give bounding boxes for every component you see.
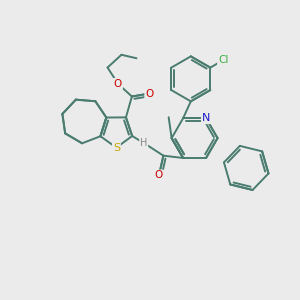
Text: S: S (113, 142, 120, 153)
Text: O: O (114, 79, 122, 89)
Text: O: O (145, 88, 153, 98)
Text: N: N (202, 113, 210, 123)
Text: H: H (140, 138, 147, 148)
Text: Cl: Cl (218, 55, 228, 65)
Text: O: O (155, 170, 163, 180)
